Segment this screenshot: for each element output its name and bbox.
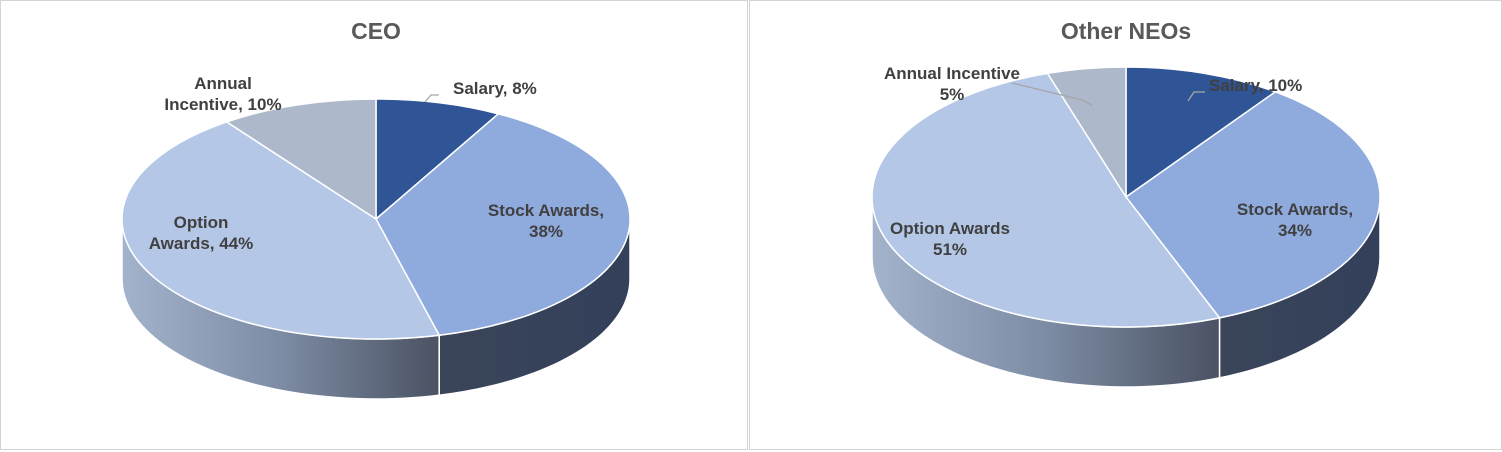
chart-panel-other-neos: Other NEOs Salary, 10% Stock Awards, 34% Opt…: [749, 0, 1502, 450]
data-label-salary: Salary, 10%: [1209, 76, 1302, 95]
pie-slice-option-awards: [871, 72, 1221, 328]
leader-line-salary: [424, 94, 439, 103]
data-label-option-awards: Option Awards, 44%: [149, 213, 254, 253]
pie-slice-stock-awards: [375, 113, 631, 336]
data-label-annual-incentive: Annual Incentive 5%: [884, 64, 1020, 104]
leader-line-annual-incentive: [1011, 82, 1093, 106]
pie-chart-ceo: CEO Salary, 8% Stock Awards, 38% Option Award…: [121, 18, 631, 400]
pie-slice-annual-incentive: [1046, 66, 1127, 198]
pie-top: [871, 66, 1381, 328]
pie-slice-option-awards: [121, 121, 440, 340]
pie-slice-salary: [1125, 66, 1277, 198]
data-label-stock-awards: Stock Awards, 34%: [1237, 200, 1353, 240]
data-label-annual-incentive: Annual Incentive, 10%: [164, 74, 281, 114]
leader-line-salary: [1187, 91, 1205, 102]
pie-chart-other-neos: Other NEOs Salary, 10% Stock Awards, 34% Opt…: [871, 18, 1381, 388]
pie-slice-stock-awards: [1125, 91, 1381, 319]
chart-title: CEO: [351, 18, 401, 44]
chart-panel-ceo: CEO Salary, 8% Stock Awards, 38% Option Award…: [0, 0, 748, 450]
data-label-stock-awards: Stock Awards, 38%: [488, 201, 604, 241]
chart-title: Other NEOs: [1061, 18, 1191, 44]
pie-top: [121, 98, 631, 340]
data-label-option-awards: Option Awards 51%: [890, 219, 1010, 259]
pie-slice-annual-incentive: [225, 98, 377, 220]
data-label-salary: Salary, 8%: [453, 79, 537, 98]
pie-slice-salary: [375, 98, 500, 220]
